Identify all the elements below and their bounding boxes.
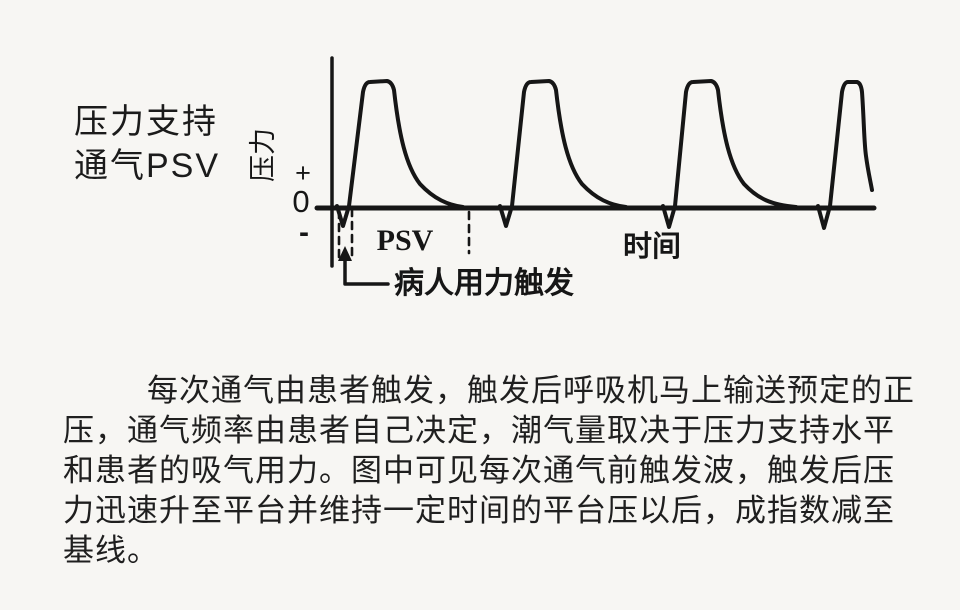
breath-curve-1 (335, 79, 465, 228)
y-tick-plus: + (295, 158, 311, 188)
trigger-annotation-label: 病人用力触发 (394, 267, 574, 300)
trigger-callout-line (343, 256, 390, 286)
caption-paragraph: 每次通气由患者触发，触发后呼吸机马上输送预定的正 压，通气频率由患者自己决定，潮… (63, 371, 915, 571)
figure-title-line1: 压力支持 (74, 103, 218, 141)
y-tick-zero: 0 (292, 184, 309, 219)
breath-curve-4-truncated (816, 80, 874, 230)
breath-curve-3 (661, 79, 798, 229)
caption-line-4: 力迅速升至平台并维持一定时间的平台压以后，成指数减至 (63, 493, 895, 528)
psv-breath-label: PSV (377, 224, 434, 257)
x-axis-label: 时间 (623, 230, 681, 263)
caption-line-5: 基线。 (63, 533, 159, 568)
y-tick-minus: - (299, 216, 309, 249)
caption-line-1: 每次通气由患者触发，触发后呼吸机马上输送预定的正 (147, 373, 915, 408)
figure-title: 压力支持 通气PSV (74, 100, 220, 188)
caption-line-3: 和患者的吸气用力。图中可见每次通气前触发波，触发后压 (63, 453, 895, 488)
y-axis-label: 压力 (248, 128, 278, 182)
figure-title-line2: 通气PSV (74, 147, 221, 185)
trigger-arrowhead-icon (338, 246, 352, 261)
breath-curve-2 (498, 79, 628, 228)
pressure-waveform-chart: 压力 + 0 - PSV 时间 病人用力触发 (248, 56, 877, 300)
caption-line-2: 压，通气频率由患者自己决定，潮气量取决于压力支持水平 (63, 413, 895, 448)
